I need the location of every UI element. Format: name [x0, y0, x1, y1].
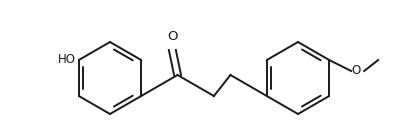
- Text: HO: HO: [58, 54, 76, 67]
- Text: O: O: [351, 64, 360, 78]
- Text: O: O: [167, 30, 177, 43]
